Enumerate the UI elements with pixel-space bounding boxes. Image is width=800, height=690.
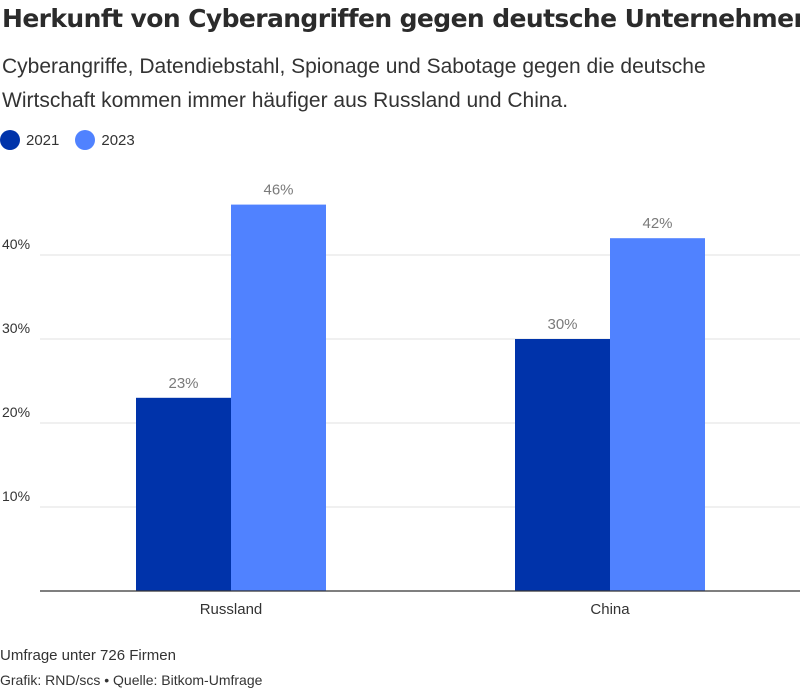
footer-note: Umfrage unter 726 Firmen	[0, 647, 176, 664]
data-label: 30%	[547, 316, 577, 333]
y-tick-label: 40%	[2, 236, 30, 252]
chart-subtitle: Cyberangriffe, Datendiebstahl, Spionage …	[2, 55, 706, 112]
data-label: 46%	[263, 182, 293, 199]
y-tick-label: 30%	[2, 320, 30, 336]
x-tick-label-russland: Russland	[200, 601, 263, 618]
legend-swatch-2021	[0, 130, 20, 150]
legend-label-2023: 2023	[101, 131, 135, 149]
legend-item-2021: 2021	[0, 130, 59, 150]
legend-swatch-2023	[75, 130, 96, 150]
y-tick-label: 10%	[2, 488, 30, 504]
bar-chart: 10% 20% 30% 40% 23% 46% Russland 30% 42% China	[2, 182, 800, 618]
footer-source: Grafik: RND/scs • Quelle: Bitkom-Umfrage	[0, 672, 263, 688]
x-tick-label-china: China	[590, 601, 630, 618]
chart-title: Herkunft von Cyberangriffen gegen deutsc…	[2, 4, 800, 33]
legend-item-2023: 2023	[75, 130, 135, 150]
y-tick-label: 20%	[2, 404, 30, 420]
bar-russland-2023	[231, 204, 326, 591]
data-label: 42%	[642, 215, 672, 232]
bar-china-2021	[515, 339, 610, 591]
bar-russland-2021	[136, 397, 231, 591]
bar-china-2023	[610, 238, 705, 591]
legend-label-2021: 2021	[26, 131, 60, 149]
data-label: 23%	[168, 375, 198, 392]
legend: 2021 2023	[0, 130, 151, 150]
